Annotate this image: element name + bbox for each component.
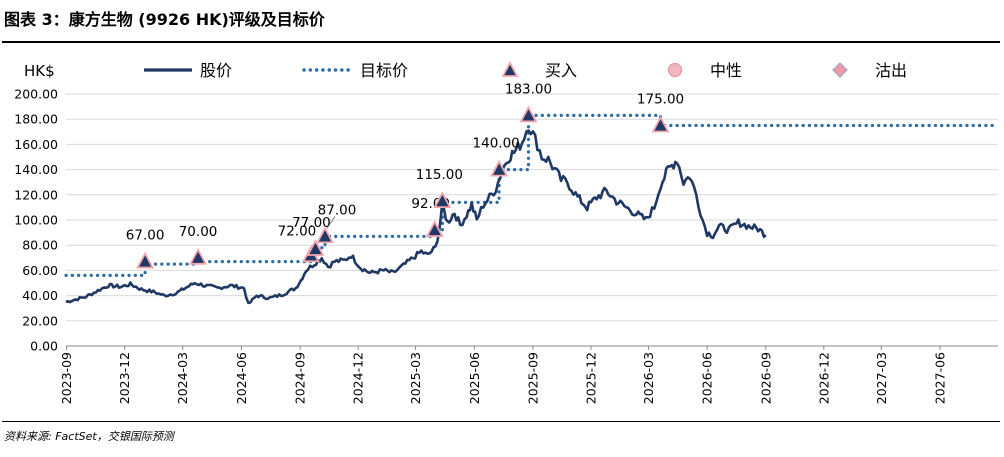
legend-item: 股价 <box>144 61 232 80</box>
y-tick-label: 100.00 <box>14 213 58 228</box>
x-tick-label: 2027-06 <box>932 352 947 404</box>
x-tick-label: 2025-06 <box>467 352 482 404</box>
x-axis: 2023-09 2023-12 2024-03 2024-06 2024-09 2024-… <box>59 346 947 404</box>
legend-item: 买入 <box>501 61 577 80</box>
rating-target-label: 67.00 <box>126 228 165 244</box>
legend-label: 沽出 <box>875 61 907 80</box>
buy-rating-marker <box>433 191 452 209</box>
y-tick-label: 140.00 <box>14 162 58 177</box>
x-tick-label: 2024-03 <box>175 352 190 404</box>
y-tick-label: 160.00 <box>14 137 58 152</box>
buy-rating-marker <box>651 115 670 133</box>
plot-area <box>64 113 1000 305</box>
rating-target-label: 72.00 <box>278 223 317 239</box>
legend-neutral-marker <box>667 62 683 78</box>
y-axis-label: HK$ <box>24 62 55 80</box>
rating-target-label: 175.00 <box>637 92 684 108</box>
buy-rating-marker <box>136 251 155 269</box>
legend-label: 买入 <box>545 61 577 80</box>
legend-item: 中性 <box>667 61 742 80</box>
x-tick-label: 2025-12 <box>584 352 599 404</box>
x-tick-label: 2024-12 <box>351 352 366 404</box>
legend-buy-marker <box>501 61 519 77</box>
rating-target-label: 77.00 <box>292 215 331 231</box>
rating-target-label: 115.00 <box>416 167 463 183</box>
source-note: 资料来源: FactSet，交银国际预测 <box>4 430 174 443</box>
y-tick-label: 120.00 <box>14 187 58 202</box>
x-tick-label: 2026-12 <box>816 352 831 404</box>
y-tick-label: 60.00 <box>22 263 58 278</box>
buy-rating-marker <box>189 247 208 265</box>
buy-rating-marker <box>519 105 538 123</box>
x-tick-label: 2026-06 <box>700 352 715 404</box>
y-tick-label: 180.00 <box>14 112 58 127</box>
rating-target-label: 87.00 <box>318 202 357 218</box>
y-tick-label: 80.00 <box>22 238 58 253</box>
y-tick-label: 40.00 <box>22 288 58 303</box>
x-tick-label: 2026-09 <box>758 352 773 404</box>
x-tick-label: 2023-09 <box>59 352 74 404</box>
chart-legend: 股价 目标价 买入 中性 沽出 <box>144 61 907 80</box>
legend-label: 中性 <box>710 61 742 80</box>
y-axis: 0.00 20.00 40.00 60.00 80.00 100.00 120.00 140.… <box>14 62 58 354</box>
legend-label: 目标价 <box>360 61 408 80</box>
target-price-line <box>64 113 1000 277</box>
y-tick-label: 20.00 <box>22 313 58 328</box>
rating-target-label: 70.00 <box>179 224 218 240</box>
buy-rating-marker <box>490 159 509 177</box>
x-tick-label: 2024-09 <box>293 352 308 404</box>
x-tick-label: 2023-12 <box>117 352 132 404</box>
buy-rating-marker <box>425 220 444 237</box>
rating-target-label: 140.00 <box>473 136 520 152</box>
label-leader-line <box>326 216 336 229</box>
legend-sell-marker <box>832 62 848 78</box>
x-tick-label: 2025-09 <box>525 352 540 404</box>
x-tick-label: 2027-03 <box>874 352 889 404</box>
footer-divider <box>2 421 1000 422</box>
legend-item: 目标价 <box>302 61 408 80</box>
price-line <box>65 129 767 305</box>
chart-title: 图表 3：康方生物 (9926 HK)评级及目标价 <box>4 10 325 29</box>
rating-target-label: 183.00 <box>505 81 552 97</box>
buy-rating-marker <box>315 226 334 244</box>
y-tick-label: 200.00 <box>14 87 58 102</box>
buy-rating-marker <box>306 239 325 256</box>
gridlines <box>66 93 998 347</box>
y-tick-label: 0.00 <box>30 339 58 354</box>
legend-label: 股价 <box>200 61 232 80</box>
x-tick-label: 2026-03 <box>641 352 656 404</box>
x-tick-label: 2025-03 <box>408 352 423 404</box>
x-tick-label: 2024-06 <box>234 352 249 404</box>
rating-price-chart: 股价 目标价 买入 中性 沽出 0.00 20.00 40.00 60.00 80.00 100.… <box>14 61 1000 404</box>
title-divider <box>2 41 1000 43</box>
legend-item: 沽出 <box>832 61 907 80</box>
